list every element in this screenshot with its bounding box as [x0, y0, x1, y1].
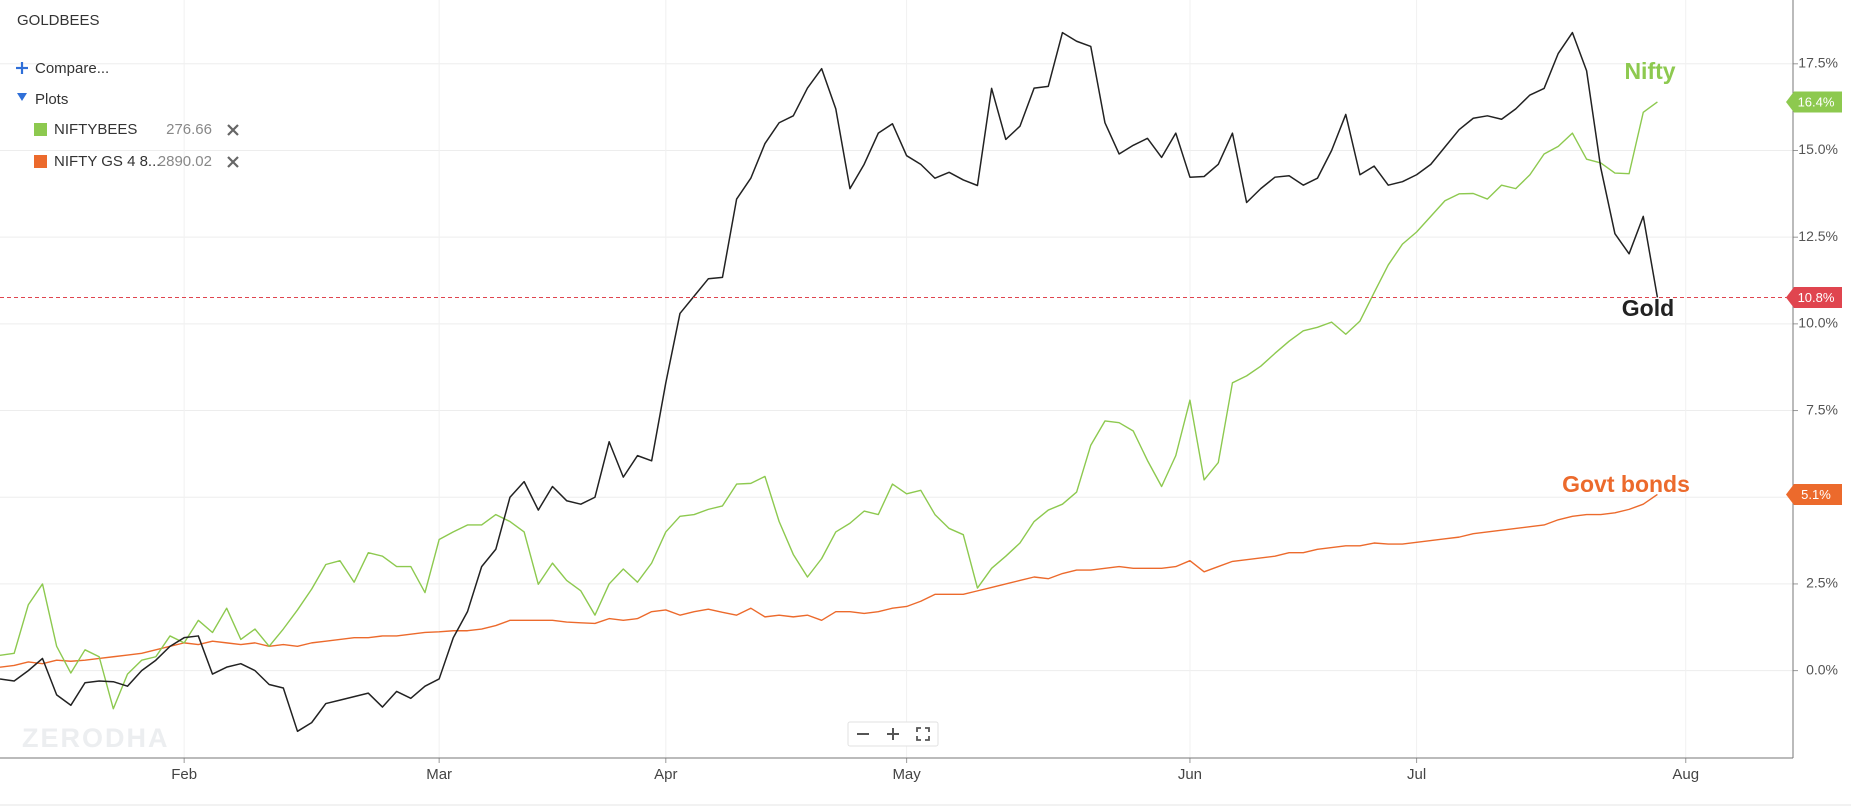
legend-value: 276.66 [166, 121, 212, 138]
last-value-badge [1786, 287, 1842, 309]
plots-toggle[interactable]: Plots [17, 91, 68, 108]
y-tick-label: 2.5% [1806, 575, 1838, 591]
last-value-label: 16.4% [1798, 94, 1835, 109]
x-tick-label: Mar [426, 766, 452, 783]
series-annotation: Govt bonds [1562, 471, 1690, 497]
series-line [0, 101, 1658, 710]
series-line [0, 493, 1658, 668]
watermark: ZERODHA [22, 723, 170, 753]
y-tick-label: 0.0% [1806, 661, 1838, 677]
y-tick-label: 10.0% [1798, 315, 1838, 331]
remove-button[interactable] [227, 156, 239, 168]
legend-value: 2890.02 [158, 153, 212, 170]
x-tick-label: Jun [1178, 766, 1202, 783]
last-value-label: 5.1% [1801, 487, 1831, 502]
x-tick-label: Jul [1407, 766, 1426, 783]
series-annotation: Nifty [1624, 58, 1675, 84]
triangle-icon [17, 93, 27, 101]
legend-name: NIFTY GS 4 8... [54, 153, 160, 170]
compare-button[interactable]: Compare... [16, 60, 109, 77]
zoom-out[interactable] [848, 722, 878, 746]
compare-label[interactable]: Compare... [35, 60, 109, 77]
remove-icon [227, 156, 239, 168]
x-tick-label: Feb [171, 766, 197, 783]
series-line [0, 31, 1659, 733]
series-annotation: Gold [1622, 295, 1674, 321]
legend-swatch [34, 155, 47, 168]
y-tick-label: 7.5% [1806, 401, 1838, 417]
symbol-title: GOLDBEES [17, 12, 100, 29]
remove-button[interactable] [227, 124, 239, 136]
legend-swatch [34, 123, 47, 136]
fullscreen-icon [916, 727, 930, 741]
zoom-in[interactable] [878, 722, 908, 746]
legend-name: NIFTYBEES [54, 121, 137, 138]
y-tick-label: 17.5% [1798, 55, 1838, 71]
x-tick-label: Aug [1672, 766, 1699, 783]
remove-icon [227, 124, 239, 136]
plots-label[interactable]: Plots [35, 91, 68, 108]
last-value-badge [1786, 483, 1842, 505]
overlay: 10.8% 16.4% 5.1% Gold Nifty Govt bonds [0, 58, 1842, 505]
plot-area [0, 31, 1659, 733]
fullscreen-hit[interactable] [908, 722, 938, 746]
y-tick-label: 12.5% [1798, 228, 1838, 244]
last-value-badge [1786, 91, 1842, 113]
legend: NIFTYBEES 276.66 NIFTY GS 4 8...2890.02 [34, 121, 239, 170]
zoom-controls [847, 721, 939, 747]
last-value-label: 10.8% [1798, 290, 1835, 305]
y-tick-label: 15.0% [1798, 141, 1838, 157]
x-tick-label: May [892, 766, 921, 783]
fullscreen[interactable] [908, 722, 938, 746]
x-tick-label: Apr [654, 766, 677, 783]
